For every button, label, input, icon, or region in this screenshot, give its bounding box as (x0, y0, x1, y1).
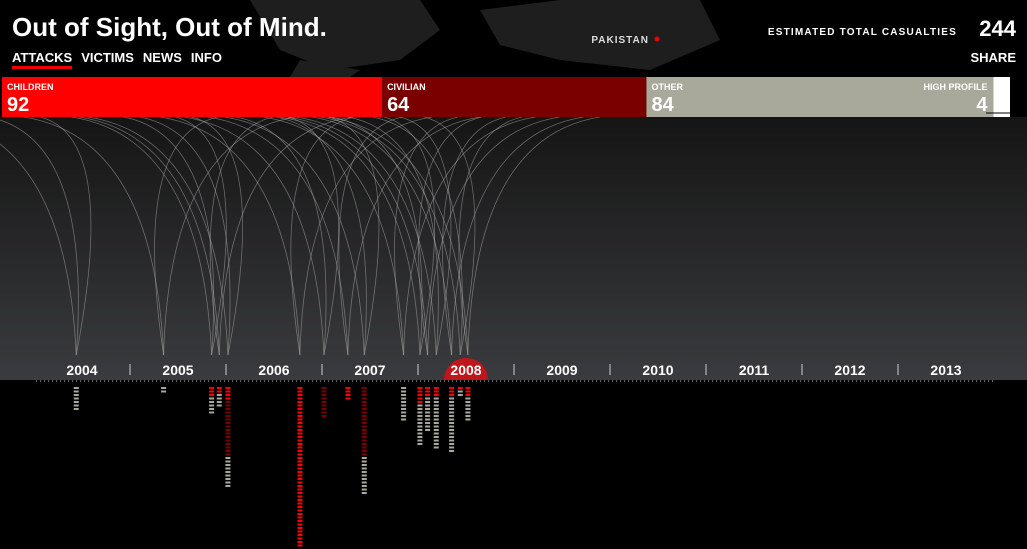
strikes (73, 387, 471, 547)
year-label[interactable]: 2011 (739, 362, 770, 378)
year-label[interactable]: 2005 (162, 362, 193, 378)
category-label: CHILDREN (7, 82, 54, 92)
strike-arc (139, 116, 231, 356)
year-label[interactable]: 2012 (834, 362, 865, 378)
strike-arc (331, 116, 423, 356)
strike-arc (183, 116, 325, 356)
strike-arc (224, 116, 365, 356)
strike-arc (0, 119, 79, 356)
strike-arc (71, 116, 212, 356)
category-value: 4 (976, 94, 988, 116)
strike-arc (87, 116, 229, 356)
strike-arc (458, 116, 523, 356)
timeline: 2004 2005 2006 2007 2008 2009 2010 2011 2012 2013 (66, 358, 962, 380)
strike-arc (163, 116, 296, 356)
strike-arc (290, 116, 355, 356)
strike-arc (235, 116, 327, 356)
nav-item[interactable]: ATTACKS (12, 50, 73, 65)
year-label[interactable]: 2010 (642, 362, 673, 378)
strike-arc (372, 116, 463, 356)
selected-year-marker (444, 358, 488, 380)
nav: ATTACKS VICTIMS NEWS INFO (12, 50, 222, 69)
strike-arc (403, 116, 536, 356)
category-value: 92 (7, 94, 29, 116)
strike-arc (347, 116, 480, 356)
year-label[interactable]: 2004 (66, 362, 97, 378)
nav-item[interactable]: VICTIMS (81, 50, 134, 65)
strike-arc (287, 116, 340, 356)
strike-arc (279, 116, 421, 356)
year-label[interactable]: 2013 (930, 362, 961, 378)
share-button[interactable]: SHARE (970, 50, 1016, 65)
nav-item[interactable]: INFO (191, 50, 222, 65)
strike-arc (191, 116, 244, 356)
strike-arc (311, 116, 452, 356)
strike-arc (418, 116, 482, 356)
world-map (250, 0, 720, 77)
arcs (0, 116, 600, 356)
strike-arc (263, 116, 404, 356)
category-label: HIGH PROFILE (923, 82, 987, 92)
strike-arc (327, 116, 469, 356)
year-label[interactable]: 2009 (546, 362, 577, 378)
strike-arc (328, 116, 380, 356)
strike-arc (394, 116, 458, 356)
strike-arc (207, 116, 349, 356)
strike-arc (175, 116, 227, 356)
category-label: CIVILIAN (387, 82, 426, 92)
strike-arc (287, 116, 428, 356)
strike-arc (209, 116, 274, 356)
total-value: 244 (979, 16, 1016, 41)
location-label: PAKISTAN (591, 35, 649, 46)
strike-arc (23, 116, 164, 356)
arc-area (0, 117, 1027, 380)
strike-arc (467, 116, 600, 356)
year-label[interactable]: 2008 (450, 362, 481, 378)
strike-arc (442, 116, 506, 356)
strike-arc (79, 116, 220, 356)
high-profile-dot (1017, 110, 1023, 116)
year-label[interactable]: 2007 (354, 362, 385, 378)
category-value: 84 (651, 94, 674, 116)
category-segment (993, 77, 1010, 117)
strike-arc (383, 116, 436, 356)
category-segment (2, 77, 383, 117)
strike-arc (424, 116, 476, 356)
category-value: 64 (387, 94, 410, 116)
category-label: OTHER (651, 82, 683, 92)
location-dot (654, 36, 660, 42)
strike-arc (296, 116, 437, 356)
strike-arc (276, 116, 367, 356)
strike-arc (0, 143, 77, 356)
strike-arc (159, 116, 301, 356)
strike-arc (123, 116, 215, 356)
category-segment (382, 77, 647, 117)
strike-arc (338, 116, 403, 356)
strike-arc (154, 116, 218, 356)
strike-arc (320, 116, 461, 356)
category-bar: CHILDREN 92 CIVILIAN 64 OTHER 84 HIGH PROFILE 4 (2, 77, 1010, 117)
year-label[interactable]: 2006 (258, 362, 289, 378)
title: Out of Sight, Out of Mind. (12, 12, 327, 42)
nav-item[interactable]: NEWS (143, 50, 182, 65)
total-label: ESTIMATED TOTAL CASUALTIES (768, 27, 957, 38)
strike-arc (40, 116, 92, 356)
nav-underline (12, 66, 73, 69)
category-segment (646, 77, 994, 117)
strike-arc (348, 116, 439, 356)
